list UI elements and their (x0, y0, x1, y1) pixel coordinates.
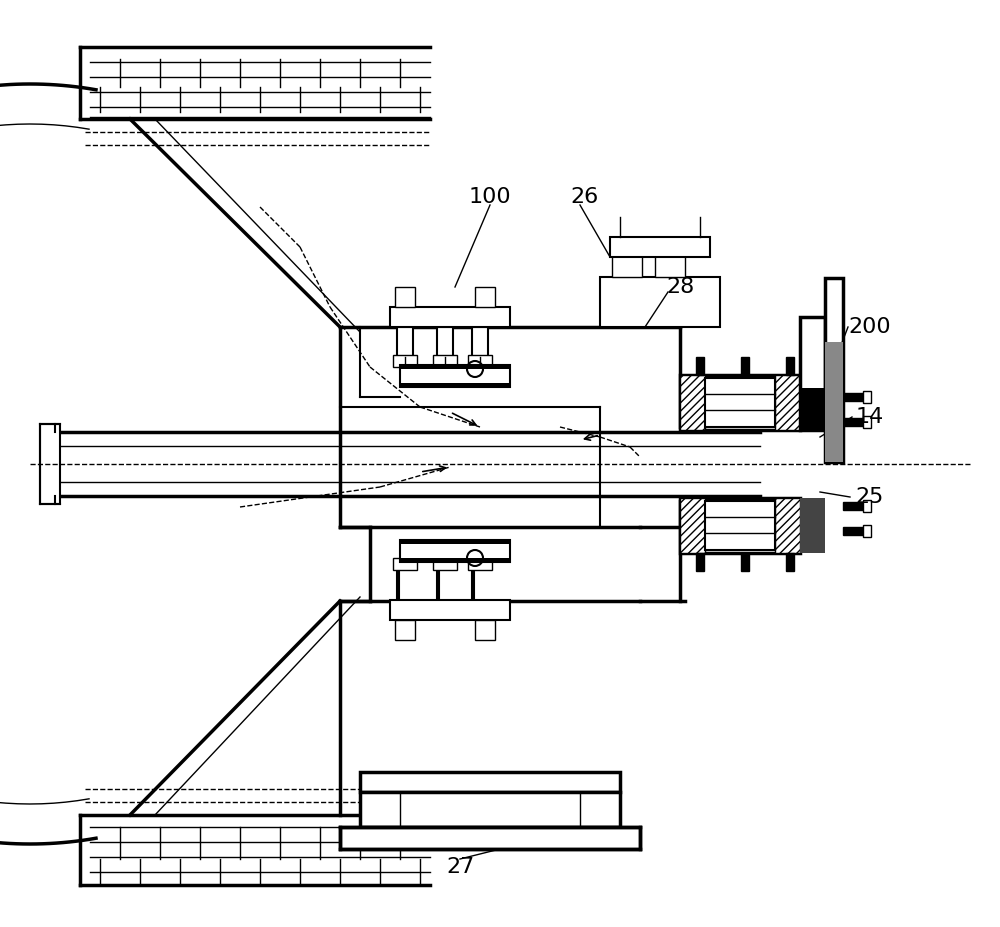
Bar (390, 600, 510, 620)
Bar (395, 620, 415, 640)
Bar (741, 553, 749, 571)
Text: 28: 28 (666, 277, 694, 297)
Bar (680, 498, 705, 553)
Bar (612, 252, 642, 277)
Bar (400, 383, 510, 387)
Bar (433, 558, 457, 570)
Bar (843, 527, 863, 535)
Bar (395, 287, 415, 307)
Bar (360, 792, 620, 827)
Bar (475, 620, 495, 640)
Text: 200: 200 (849, 317, 891, 337)
Bar (400, 540, 510, 544)
Bar (680, 375, 705, 430)
Bar (843, 393, 863, 401)
Bar (800, 498, 825, 553)
Bar (393, 558, 417, 570)
Bar (825, 342, 843, 462)
Bar (472, 570, 474, 600)
Bar (843, 502, 863, 510)
Bar (775, 375, 800, 430)
Bar (800, 317, 825, 430)
Bar (655, 252, 685, 277)
Bar (475, 287, 495, 307)
Bar (390, 307, 510, 327)
Bar (696, 553, 704, 571)
Bar (705, 378, 775, 427)
Bar (786, 553, 794, 571)
Bar (863, 391, 871, 403)
Bar (433, 355, 457, 367)
Bar (863, 416, 871, 428)
Bar (610, 237, 710, 257)
Bar (786, 357, 794, 375)
Bar (680, 498, 800, 553)
Bar (360, 772, 620, 792)
Bar (468, 355, 492, 367)
Bar (437, 570, 438, 600)
Bar (393, 355, 417, 367)
Bar (741, 357, 749, 375)
Bar (340, 827, 640, 849)
Text: 26: 26 (571, 187, 599, 207)
Bar (600, 277, 720, 327)
Text: 14: 14 (856, 407, 884, 427)
Bar (696, 357, 704, 375)
Bar (825, 278, 843, 462)
Bar (437, 327, 453, 357)
Bar (472, 327, 488, 357)
Text: 25: 25 (856, 487, 884, 507)
Bar (397, 327, 413, 357)
Bar (863, 525, 871, 537)
Bar (400, 365, 510, 387)
Bar (40, 424, 60, 504)
Bar (680, 375, 800, 430)
Text: 100: 100 (469, 187, 511, 207)
Bar (400, 365, 510, 369)
Bar (843, 418, 863, 426)
Text: 27: 27 (446, 857, 474, 877)
Bar (468, 558, 492, 570)
Bar (705, 501, 775, 550)
Bar (400, 540, 510, 562)
Bar (400, 558, 510, 562)
Bar (863, 500, 871, 512)
Bar (397, 570, 398, 600)
Bar (775, 498, 800, 553)
Bar (800, 388, 825, 430)
